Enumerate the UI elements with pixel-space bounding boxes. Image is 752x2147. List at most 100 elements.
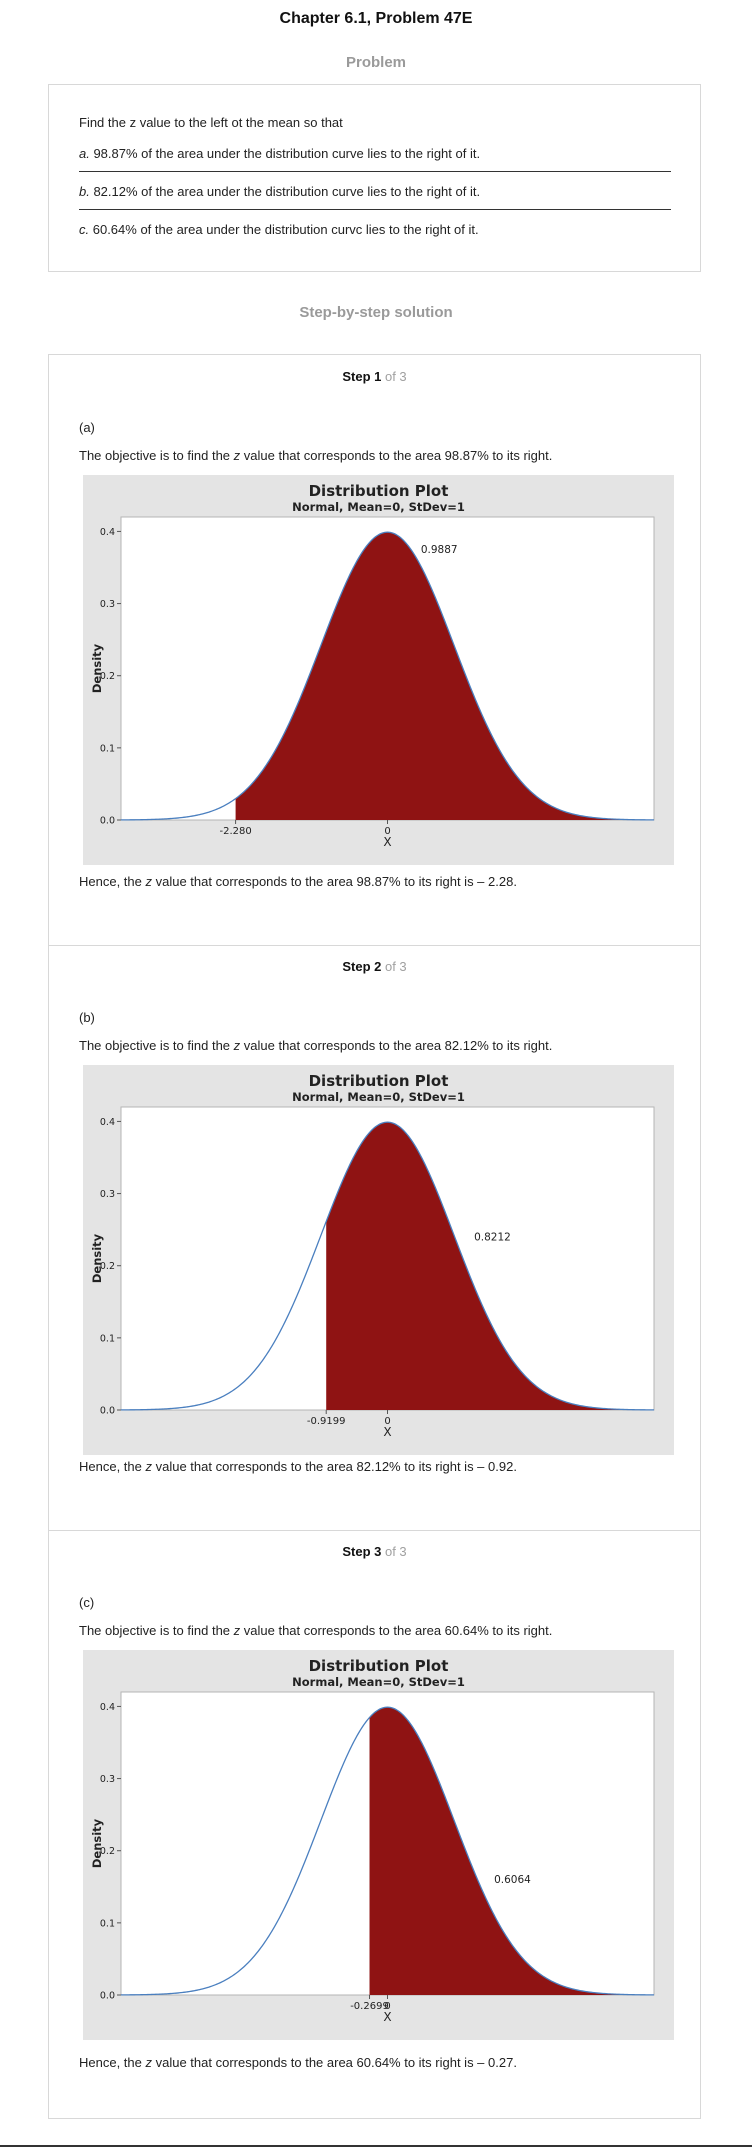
step-divider: [49, 945, 700, 946]
y-tick-label: 0.1: [100, 1918, 115, 1929]
problem-item-text: 98.87% of the area under the distributio…: [89, 146, 481, 161]
z-variable: z: [233, 1623, 241, 1638]
shaded-area: [369, 1707, 654, 1995]
chart-subtitle: Normal, Mean=0, StDev=1: [292, 1090, 465, 1104]
y-tick-label: 0.1: [100, 743, 115, 754]
problem-item-a: a. 98.87% of the area under the distribu…: [79, 146, 671, 161]
step-1-objective: The objective is to find the z value tha…: [79, 448, 552, 463]
y-tick-label: 0.4: [100, 1702, 115, 1713]
problem-item-letter: a.: [79, 146, 90, 161]
step-count: of 3: [381, 369, 407, 384]
area-probability-label: 0.8212: [474, 1231, 511, 1243]
z-variable: z: [145, 1459, 153, 1474]
page-bottom-border: [0, 2145, 752, 2147]
conclusion-text: Hence, the: [79, 874, 146, 889]
problem-item-b: b. 82.12% of the area under the distribu…: [79, 184, 671, 199]
solution-box: Step 1 of 3 (a) The objective is to find…: [48, 354, 701, 2119]
shaded-area: [235, 532, 654, 820]
y-tick-label: 0.0: [100, 1991, 115, 2002]
objective-text: The objective is to find the: [79, 448, 234, 463]
solution-heading: Step-by-step solution: [299, 304, 453, 321]
step-3-part: (c): [79, 1595, 95, 1610]
objective-text: The objective is to find the: [79, 1038, 234, 1053]
chart-subtitle: Normal, Mean=0, StDev=1: [292, 500, 465, 514]
chart-subtitle: Normal, Mean=0, StDev=1: [292, 1675, 465, 1689]
distribution-plot-2: Distribution Plot Normal, Mean=0, StDev=1…: [83, 1065, 674, 1455]
step-2-part: (b): [79, 1010, 95, 1025]
z-variable: z: [145, 874, 153, 889]
density-curve: [121, 531, 654, 821]
problem-item-c: c. 60.64% of the area under the distribu…: [79, 222, 671, 237]
step-3-title: Step 3 of 3: [49, 1544, 700, 1559]
y-axis-label: Density: [90, 643, 104, 693]
objective-text: value that corresponds to the area 60.64…: [240, 1623, 553, 1638]
conclusion-text: value that corresponds to the area 60.64…: [152, 2055, 517, 2070]
y-tick-label: 0.4: [100, 527, 115, 538]
step-2-conclusion: Hence, the z value that corresponds to t…: [79, 1459, 517, 1474]
y-tick-label: 0.3: [100, 1189, 115, 1200]
y-tick-label: 0.2: [100, 1846, 115, 1857]
density-curve: [121, 1706, 654, 1996]
y-tick-label: 0.0: [100, 1406, 115, 1417]
y-axis-label: Density: [90, 1233, 104, 1283]
step-count: of 3: [381, 959, 407, 974]
chart-title: Distribution Plot: [309, 482, 449, 500]
y-tick-label: 0.4: [100, 1117, 115, 1128]
chart-title: Distribution Plot: [309, 1657, 449, 1675]
step-3-objective: The objective is to find the z value tha…: [79, 1623, 552, 1638]
area-probability-label: 0.9887: [421, 544, 458, 556]
shaded-area: [326, 1122, 654, 1410]
step-divider: [49, 1530, 700, 1531]
problem-intro: Find the z value to the left ot the mean…: [79, 115, 343, 130]
problem-box: Find the z value to the left ot the mean…: [48, 84, 701, 272]
y-axis-label: Density: [90, 1818, 104, 1868]
step-label: Step 3: [342, 1544, 382, 1559]
objective-text: The objective is to find the: [79, 1623, 234, 1638]
problem-item-letter: c.: [79, 222, 90, 237]
step-1-part: (a): [79, 420, 95, 435]
step-count: of 3: [381, 1544, 407, 1559]
area-probability-label: 0.6064: [494, 1874, 531, 1886]
distribution-plot-3: Distribution Plot Normal, Mean=0, StDev=1…: [83, 1650, 674, 2040]
step-label: Step 1: [342, 369, 382, 384]
chart-title: Distribution Plot: [309, 1072, 449, 1090]
x-tick-label: -0.2699: [350, 2001, 389, 2012]
y-tick-label: 0.3: [100, 1774, 115, 1785]
problem-item-text: 60.64% of the area under the distributio…: [89, 222, 479, 237]
distribution-plot-1: Distribution Plot Normal, Mean=0, StDev=1…: [83, 475, 674, 865]
x-axis-label: X: [383, 835, 391, 849]
problem-divider: [79, 209, 671, 210]
y-tick-label: 0.3: [100, 599, 115, 610]
x-tick-label: -2.280: [219, 826, 251, 837]
x-tick-label: -0.9199: [307, 1416, 346, 1427]
z-variable: z: [233, 1038, 241, 1053]
problem-item-text: 82.12% of the area under the distributio…: [89, 184, 481, 199]
conclusion-text: Hence, the: [79, 1459, 146, 1474]
y-tick-label: 0.2: [100, 671, 115, 682]
y-tick-label: 0.0: [100, 816, 115, 827]
step-2-title: Step 2 of 3: [49, 959, 700, 974]
x-axis-label: X: [383, 2010, 391, 2024]
step-1-title: Step 1 of 3: [49, 369, 700, 384]
conclusion-text: value that corresponds to the area 82.12…: [152, 1459, 517, 1474]
step-1-conclusion: Hence, the z value that corresponds to t…: [79, 874, 517, 889]
objective-text: value that corresponds to the area 82.12…: [240, 1038, 553, 1053]
z-variable: z: [145, 2055, 153, 2070]
y-tick-label: 0.2: [100, 1261, 115, 1272]
x-axis-label: X: [383, 1425, 391, 1439]
step-3-conclusion: Hence, the z value that corresponds to t…: [79, 2055, 517, 2070]
y-tick-label: 0.1: [100, 1333, 115, 1344]
problem-heading: Problem: [345, 54, 406, 71]
density-curve: [121, 1121, 654, 1411]
page-title: Chapter 6.1, Problem 47E: [279, 10, 473, 27]
conclusion-text: Hence, the: [79, 2055, 146, 2070]
z-variable: z: [233, 448, 241, 463]
step-2-objective: The objective is to find the z value tha…: [79, 1038, 552, 1053]
step-label: Step 2: [342, 959, 382, 974]
objective-text: value that corresponds to the area 98.87…: [240, 448, 553, 463]
x-tick-label: 0: [384, 1416, 390, 1427]
x-tick-label: 0: [384, 2001, 390, 2012]
